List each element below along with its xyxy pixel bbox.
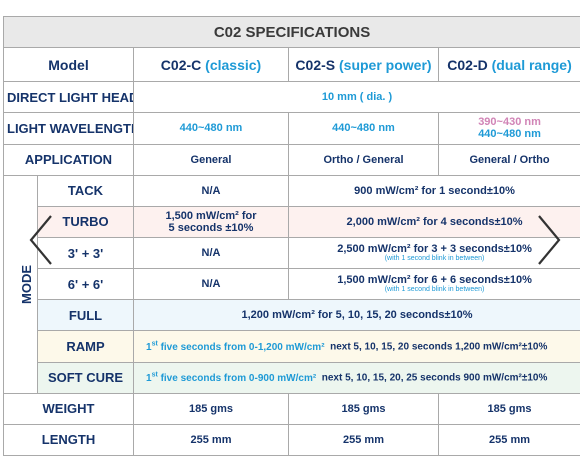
table-title: C02 SPECIFICATIONS xyxy=(2,15,580,49)
mode-turbo-other: 2,000 mW/cm² for 4 seconds±10% xyxy=(287,205,580,238)
mode-6plus6-classic: N/A xyxy=(133,268,289,301)
mode-ramp-value: 1st five seconds from 0-1,200 mW/cm² nex… xyxy=(132,330,580,363)
chevron-left-icon[interactable] xyxy=(28,213,54,267)
weight-classic: 185 gms xyxy=(133,392,289,425)
mode-full-label: FULL xyxy=(37,299,134,332)
model-header-classic: C02-C (classic) xyxy=(133,47,289,83)
wavelength-dual: 390~430 nm 440~480 nm xyxy=(437,112,580,145)
application-super: Ortho / General xyxy=(288,143,439,176)
mode-6plus6-label: 6' + 6' xyxy=(37,268,134,301)
length-super: 255 mm xyxy=(288,423,439,456)
model-header-label: Model xyxy=(3,47,134,83)
row-label-direct-light-head: DIRECT LIGHT HEAD xyxy=(3,81,134,114)
wavelength-super: 440~480 nm xyxy=(288,112,439,145)
weight-super: 185 gms xyxy=(288,392,439,425)
length-dual: 255 mm xyxy=(437,423,580,456)
weight-dual: 185 gms xyxy=(437,392,580,425)
mode-full-value: 1,200 mW/cm² for 5, 10, 15, 20 seconds±1… xyxy=(132,299,580,332)
mode-turbo-classic: 1,500 mW/cm² for 5 seconds ±10% xyxy=(133,205,289,238)
row-label-light-wavelength: LIGHT WAVELENGTH xyxy=(3,112,134,145)
row-label-application: APPLICATION xyxy=(3,143,134,176)
mode-6plus6-other: 1,500 mW/cm² for 6 + 6 seconds±10% (with… xyxy=(287,268,580,301)
mode-soft-cure-label: SOFT CURE xyxy=(37,361,134,394)
mode-tack-label: TACK xyxy=(37,174,134,207)
mode-ramp-label: RAMP xyxy=(37,330,134,363)
model-header-dual: C02-D (dual range) xyxy=(437,47,580,83)
mode-3plus3-other: 2,500 mW/cm² for 3 + 3 seconds±10% (with… xyxy=(287,236,580,270)
length-classic: 255 mm xyxy=(133,423,289,456)
application-classic: General xyxy=(133,143,289,176)
row-label-weight: WEIGHT xyxy=(3,392,134,425)
direct-light-head-value: 10 mm ( dia. ) xyxy=(132,81,580,114)
spec-table: C02 SPECIFICATIONS Model C02-C (classic)… xyxy=(2,15,580,456)
application-dual: General / Ortho xyxy=(437,143,580,176)
mode-group-label: MODE xyxy=(3,174,38,394)
mode-tack-other: 900 mW/cm² for 1 second±10% xyxy=(287,174,580,207)
mode-turbo-label: TURBO xyxy=(37,205,134,238)
mode-tack-classic: N/A xyxy=(133,174,289,207)
mode-soft-cure-value: 1st five seconds from 0-900 mW/cm² next … xyxy=(132,361,580,394)
chevron-right-icon[interactable] xyxy=(536,213,562,267)
wavelength-classic: 440~480 nm xyxy=(133,112,289,145)
model-header-super: C02-S (super power) xyxy=(288,47,439,83)
mode-3plus3-classic: N/A xyxy=(133,236,289,270)
row-label-length: LENGTH xyxy=(3,423,134,456)
